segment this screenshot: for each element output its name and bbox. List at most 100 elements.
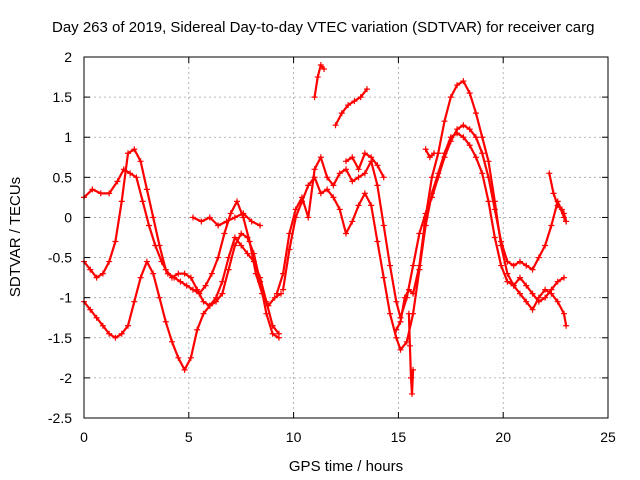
data-point	[560, 274, 567, 281]
data-point	[221, 230, 228, 237]
data-point	[479, 170, 486, 177]
data-point	[407, 374, 414, 381]
data-point	[320, 66, 327, 73]
data-point	[393, 326, 400, 333]
series-line	[82, 148, 280, 335]
data-point	[406, 342, 413, 349]
data-point	[479, 134, 486, 141]
data-point	[466, 126, 473, 133]
y-tick-label: 2	[64, 49, 72, 65]
y-tick-label: -0.5	[48, 250, 72, 266]
data-point	[542, 294, 549, 301]
data-point	[106, 190, 113, 197]
data-point	[194, 326, 201, 333]
data-point	[548, 290, 555, 297]
data-point	[311, 174, 318, 181]
series-line	[82, 232, 280, 371]
data-point	[175, 270, 182, 277]
data-point	[200, 310, 207, 317]
data-point	[447, 134, 454, 141]
data-point	[305, 182, 312, 189]
data-point	[338, 110, 345, 117]
data-point	[269, 330, 276, 337]
data-point	[523, 298, 530, 305]
data-point	[504, 270, 511, 277]
data-point	[250, 250, 257, 257]
data-point	[143, 186, 150, 193]
data-point	[234, 198, 241, 205]
x-tick-label: 10	[286, 429, 302, 445]
data-point	[374, 238, 381, 245]
y-tick-labels: -2.5 -2 -1.5 -1 -0.5 0 0.5 1 1.5 2	[48, 49, 72, 426]
data-point	[125, 322, 132, 329]
data-point	[305, 214, 312, 221]
data-point	[162, 318, 169, 325]
data-point	[351, 98, 358, 105]
data-point	[219, 290, 226, 297]
data-point	[393, 334, 400, 341]
data-point	[97, 190, 104, 197]
data-point	[361, 170, 368, 177]
y-tick-label: -2	[60, 370, 73, 386]
data-point	[118, 198, 125, 205]
data-point	[114, 178, 121, 185]
data-point	[563, 218, 570, 225]
data-point	[206, 302, 213, 309]
data-point	[106, 258, 113, 265]
data-point	[542, 242, 549, 249]
data-point	[405, 286, 412, 293]
data-point	[558, 206, 565, 213]
data-point	[361, 190, 368, 197]
data-point	[145, 222, 152, 229]
data-point	[150, 270, 157, 277]
data-point	[460, 78, 467, 85]
data-point	[357, 94, 364, 101]
series-line	[313, 63, 326, 99]
data-point	[546, 170, 553, 177]
data-point	[286, 230, 293, 237]
y-axis-label: SDTVAR / TECUs	[7, 177, 24, 297]
data-point	[156, 294, 163, 301]
series-track-e	[273, 122, 570, 321]
data-point	[355, 202, 362, 209]
data-point	[548, 222, 555, 229]
data-point	[314, 74, 321, 81]
data-point	[181, 366, 188, 373]
data-point	[231, 242, 238, 249]
data-point	[208, 270, 215, 277]
y-tick-label: -2.5	[48, 410, 72, 426]
data-point	[317, 154, 324, 161]
data-point	[292, 214, 299, 221]
data-point	[125, 150, 132, 157]
data-point	[466, 90, 473, 97]
data-point	[227, 210, 234, 217]
data-point	[554, 278, 561, 285]
data-point	[393, 298, 400, 305]
data-point	[187, 274, 194, 281]
data-point	[231, 234, 238, 241]
data-point	[349, 154, 356, 161]
series-track-l	[546, 170, 570, 225]
x-tick-label: 5	[185, 429, 193, 445]
data-point	[523, 282, 530, 289]
x-tick-label: 0	[80, 429, 88, 445]
data-point	[280, 286, 287, 293]
data-point	[332, 122, 339, 129]
data-point	[535, 294, 542, 301]
data-point	[431, 150, 438, 157]
data-point	[330, 194, 337, 201]
data-point	[441, 150, 448, 157]
data-point	[143, 258, 150, 265]
data-point	[560, 210, 567, 217]
data-point	[550, 190, 557, 197]
data-point	[93, 274, 100, 281]
data-point	[317, 190, 324, 197]
data-point	[485, 198, 492, 205]
data-point	[215, 222, 222, 229]
data-point	[374, 182, 381, 189]
data-point	[422, 146, 429, 153]
data-point	[363, 86, 370, 93]
x-tick-label: 20	[495, 429, 511, 445]
data-point	[324, 174, 331, 181]
data-point	[298, 198, 305, 205]
